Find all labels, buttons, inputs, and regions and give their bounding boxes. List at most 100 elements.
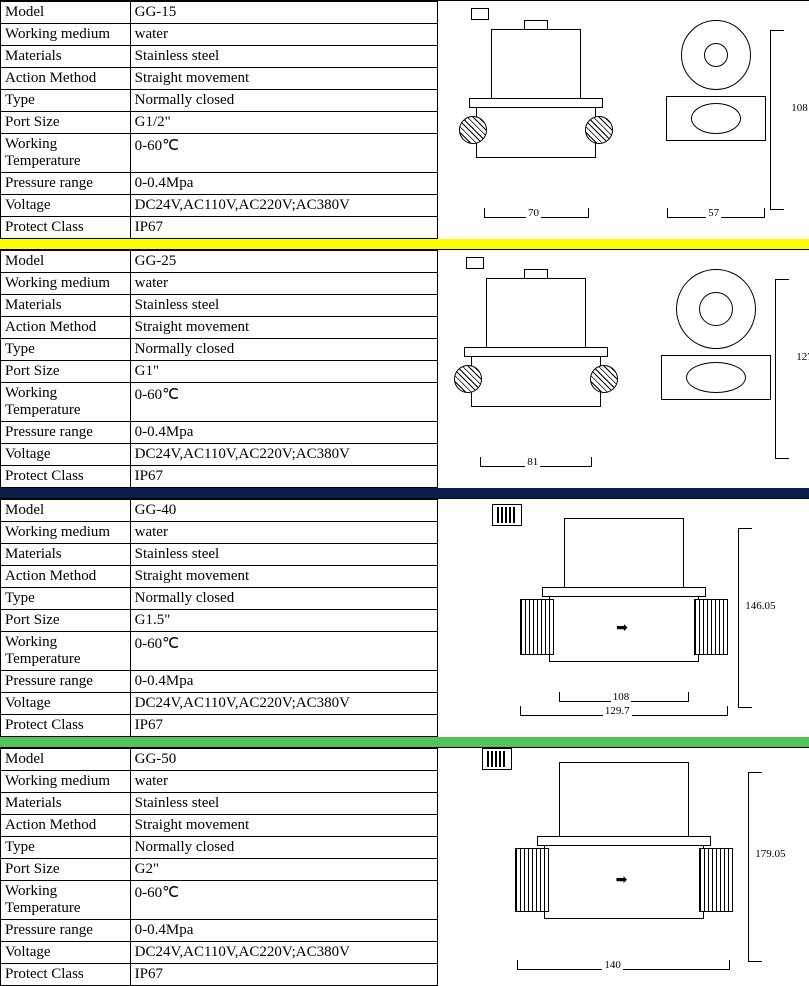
spec-label: Materials [1,544,131,566]
spec-label: Materials [1,295,131,317]
spec-label: Model [1,500,131,522]
spec-value: 0-0.4Mpa [130,671,437,693]
spec-label: Type [1,588,131,610]
spec-value: IP67 [130,964,437,986]
spec-value: GG-40 [130,500,437,522]
spec-value: Normally closed [130,837,437,859]
spec-label: Materials [1,793,131,815]
spec-value: IP67 [130,715,437,737]
spec-value: GG-25 [130,251,437,273]
spec-label: Port Size [1,361,131,383]
spec-value: GG-15 [130,2,437,24]
diagram-area: 70 108 57 [438,1,809,239]
spec-value: DC24V,AC110V,AC220V;AC380V [130,693,437,715]
spec-label: Materials [1,46,131,68]
product-block-gg40: ModelGG-40 Working mediumwater Materials… [0,498,809,737]
dim-label: 140 [602,959,623,971]
diagram-area: ➡ 179.05 140 [438,748,809,986]
spec-value: Straight movement [130,566,437,588]
spec-value: GG-50 [130,749,437,771]
spec-label: Type [1,339,131,361]
spec-label: Pressure range [1,422,131,444]
spec-label: Type [1,90,131,112]
spec-label: Port Size [1,112,131,134]
spec-label: Voltage [1,942,131,964]
spec-table: ModelGG-25 Working mediumwater Materials… [0,250,438,488]
diagram-area: 81 127 [438,250,809,488]
spec-value: Normally closed [130,339,437,361]
spec-value: 0-60℃ [130,383,437,422]
spec-value: Normally closed [130,90,437,112]
spec-value: 0-60℃ [130,881,437,920]
spec-value: 0-60℃ [130,134,437,173]
spec-value: DC24V,AC110V,AC220V;AC380V [130,444,437,466]
spec-table: ModelGG-15 Working mediumwater Materials… [0,1,438,239]
spec-label: Model [1,749,131,771]
spec-label: Voltage [1,693,131,715]
product-block-gg25: ModelGG-25 Working mediumwater Materials… [0,249,809,488]
spec-label: Port Size [1,610,131,632]
spec-label: Working medium [1,771,131,793]
spec-value: water [130,24,437,46]
spec-label: Protect Class [1,217,131,239]
product-block-gg15: ModelGG-15 Working mediumwater Materials… [0,0,809,239]
spec-label: Working medium [1,522,131,544]
spec-label: Voltage [1,444,131,466]
diagram-area: ➡ 146.05 108 129.7 [438,499,809,737]
spec-label: Action Method [1,815,131,837]
spec-label: Model [1,251,131,273]
spec-value: water [130,273,437,295]
dim-label: 129.7 [603,705,632,717]
spec-label: Action Method [1,68,131,90]
spec-label: Model [1,2,131,24]
spec-value: 0-0.4Mpa [130,422,437,444]
spec-label: Protect Class [1,466,131,488]
spec-label: Port Size [1,859,131,881]
spec-value: 0-0.4Mpa [130,173,437,195]
dim-label: 127 [796,351,809,363]
spec-value: 0-60℃ [130,632,437,671]
spec-value: 0-0.4Mpa [130,920,437,942]
separator-navy [0,488,809,498]
spec-label: Working Temperature [1,881,131,920]
dim-label: 57 [706,207,721,219]
spec-value: G1.5" [130,610,437,632]
spec-label: Action Method [1,317,131,339]
spec-value: Stainless steel [130,544,437,566]
spec-label: Working Temperature [1,632,131,671]
spec-value: DC24V,AC110V,AC220V;AC380V [130,942,437,964]
spec-table: ModelGG-50 Working mediumwater Materials… [0,748,438,986]
spec-value: Straight movement [130,815,437,837]
product-block-gg50: ModelGG-50 Working mediumwater Materials… [0,747,809,986]
spec-value: Stainless steel [130,793,437,815]
spec-table: ModelGG-40 Working mediumwater Materials… [0,499,438,737]
spec-label: Type [1,837,131,859]
dim-label: 179.05 [755,848,785,860]
spec-value: water [130,522,437,544]
spec-label: Pressure range [1,920,131,942]
dim-label: 81 [525,456,540,468]
flow-arrow-icon: ➡ [616,872,628,889]
spec-label: Working medium [1,24,131,46]
spec-value: G1/2" [130,112,437,134]
spec-label: Pressure range [1,671,131,693]
spec-label: Working Temperature [1,383,131,422]
flow-arrow-icon: ➡ [616,620,628,637]
spec-label: Action Method [1,566,131,588]
separator-green [0,737,809,747]
spec-label: Protect Class [1,964,131,986]
spec-label: Working Temperature [1,134,131,173]
dim-label: 146.05 [745,600,775,612]
spec-value: G2" [130,859,437,881]
spec-value: water [130,771,437,793]
spec-value: Normally closed [130,588,437,610]
spec-value: DC24V,AC110V,AC220V;AC380V [130,195,437,217]
spec-label: Pressure range [1,173,131,195]
spec-value: Stainless steel [130,295,437,317]
separator-yellow [0,239,809,249]
spec-value: Straight movement [130,68,437,90]
spec-value: IP67 [130,466,437,488]
spec-label: Working medium [1,273,131,295]
spec-value: Stainless steel [130,46,437,68]
spec-value: IP67 [130,217,437,239]
